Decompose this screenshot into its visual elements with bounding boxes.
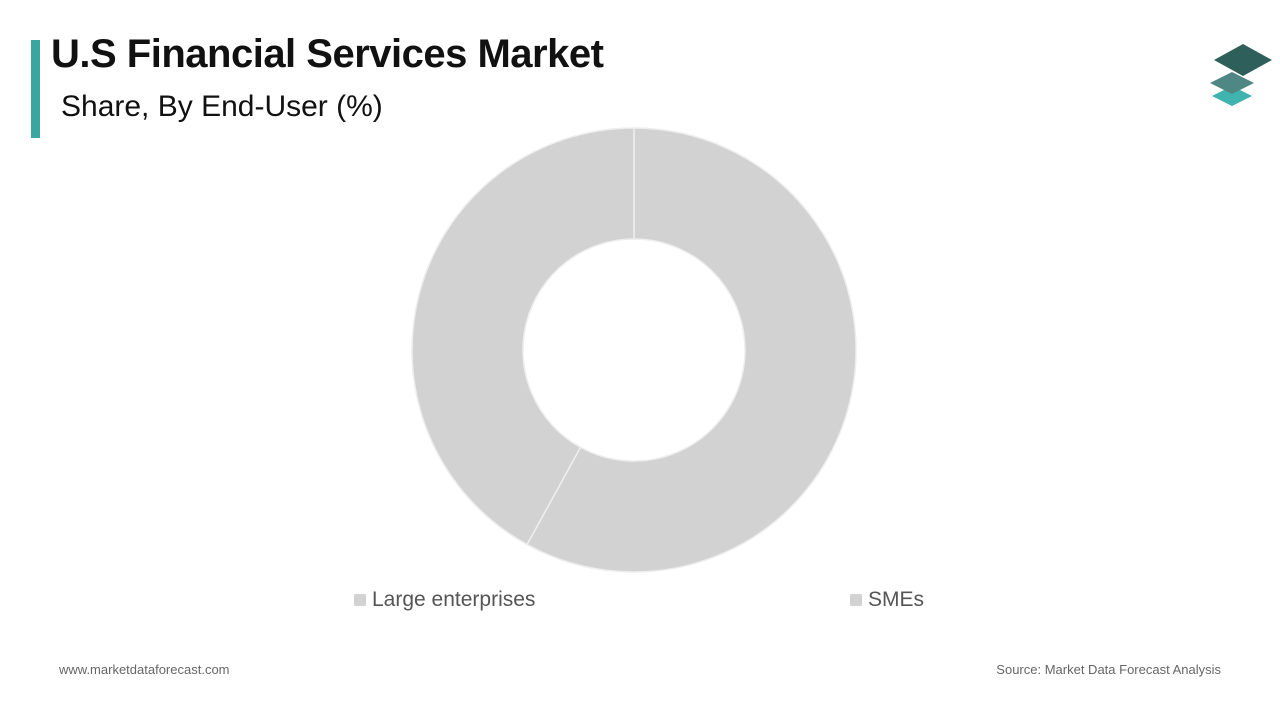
legend-swatch-large-enterprises (354, 594, 366, 606)
slice-smes (411, 127, 635, 546)
page-title: U.S Financial Services Market (51, 32, 604, 76)
footer-website: www.marketdataforecast.com (59, 662, 230, 677)
slice-large-enterprises (526, 127, 857, 573)
page-subtitle: Share, By End-User (%) (61, 90, 383, 123)
legend-swatch-smes (850, 594, 862, 606)
title-accent-bar (31, 40, 40, 138)
logo-layer-top (1214, 44, 1272, 76)
legend-label-large-enterprises: Large enterprises (372, 588, 536, 611)
logo-layer-middle (1210, 72, 1254, 94)
legend-item-large-enterprises: Large enterprises (354, 588, 535, 612)
footer-source: Source: Market Data Forecast Analysis (996, 662, 1221, 677)
logo-layer-bottom (1212, 86, 1252, 106)
stacked-layers-icon (1210, 44, 1272, 106)
donut-slices (411, 127, 857, 573)
legend-label-smes: SMEs (868, 588, 925, 611)
legend-item-smes: SMEs (850, 588, 924, 612)
